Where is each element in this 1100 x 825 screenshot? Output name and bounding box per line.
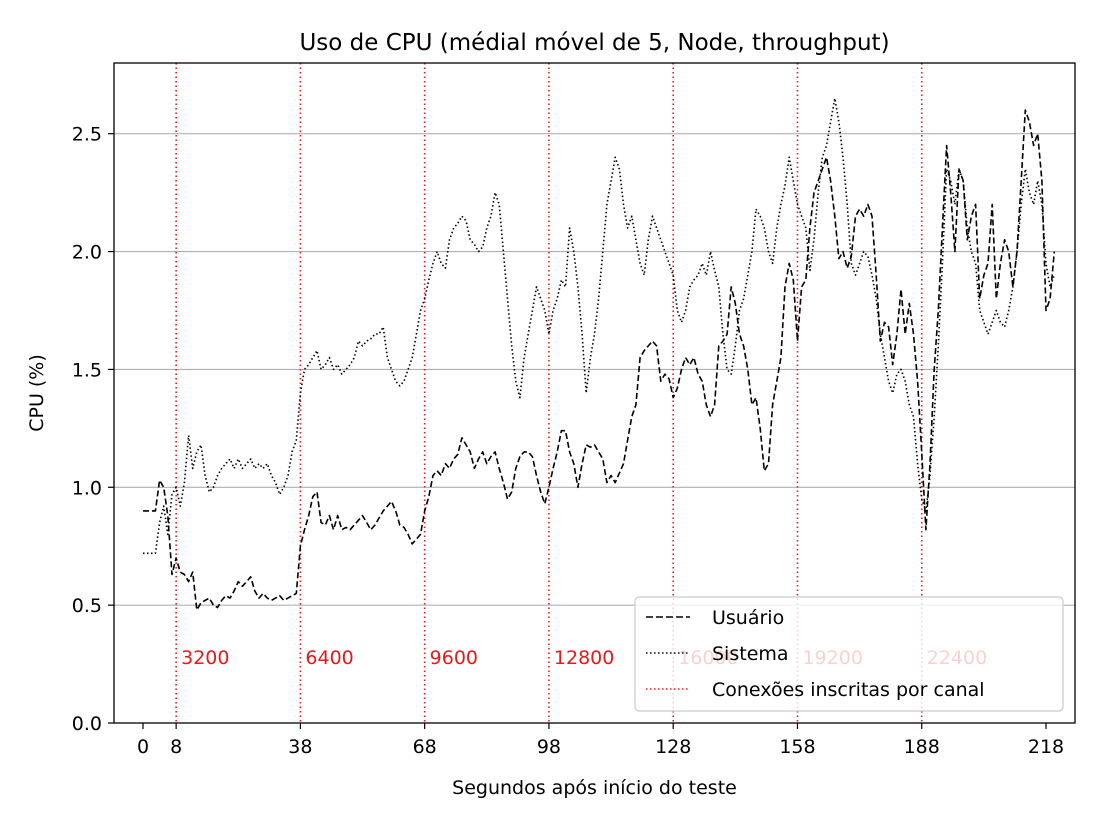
x-tick-label: 98 [537,736,561,758]
y-tick-label: 1.0 [72,477,102,499]
x-tick-label: 158 [779,736,815,758]
x-tick-label: 128 [655,736,691,758]
chart-title: Uso de CPU (médial móvel de 5, Node, thr… [299,30,889,56]
y-axis-title: CPU (%) [26,354,48,432]
y-tick-label: 0.0 [72,713,102,735]
x-tick-label: 218 [1028,736,1064,758]
channel-marker-label: 9600 [430,647,478,669]
y-tick-label: 0.5 [72,595,102,617]
x-tick-label: 8 [170,736,182,758]
legend-label-sistema: Sistema [712,643,789,665]
plot-frame [113,62,1076,724]
legend-box [634,596,1064,712]
channel-marker-label: 3200 [181,647,229,669]
x-tick-label: 68 [413,736,437,758]
x-axis-title: Segundos após início do teste [452,777,737,799]
y-tick-label: 2.0 [72,242,102,264]
legend: Usuário Sistema Conexões inscritas por c… [634,596,1064,712]
x-tick-label: 188 [904,736,940,758]
y-tick-label: 2.5 [72,124,102,146]
series-sistema-line [143,97,1056,555]
x-tick-label: 0 [137,736,149,758]
channel-marker-label: 6400 [305,647,353,669]
series-usuario-line [143,109,1056,611]
legend-label-usuario: Usuário [712,607,784,629]
channel-marker-label: 12800 [554,647,614,669]
y-tick-label: 1.5 [72,359,102,381]
x-tick-label: 38 [288,736,312,758]
legend-label-connections: Conexões inscritas por canal [712,679,985,701]
data-series [143,97,1056,611]
x-axis-ticks: 0 8 38 68 98 128 158 188 218 [137,723,1064,758]
y-axis-ticks: 0.0 0.5 1.0 1.5 2.0 2.5 [72,124,114,735]
